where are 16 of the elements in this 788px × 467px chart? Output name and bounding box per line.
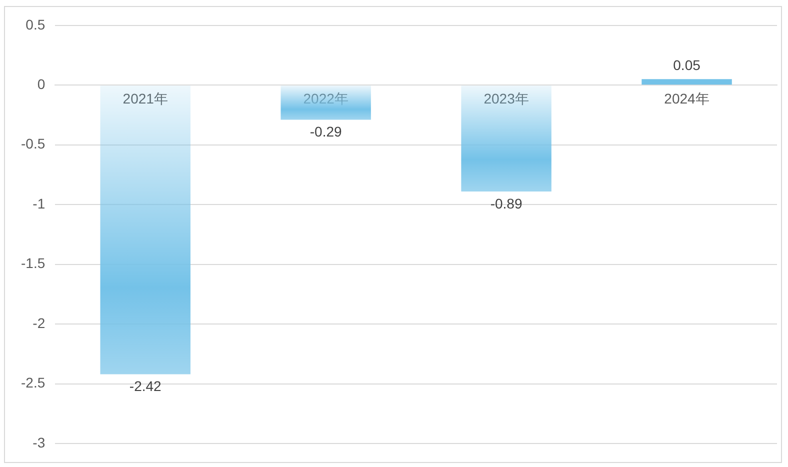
data-label: -0.89 (490, 195, 522, 212)
x-tick-label: 2021年 (122, 90, 168, 106)
y-tick-label: 0 (37, 76, 46, 92)
data-label: 0.05 (673, 57, 701, 74)
y-tick-label: 0.5 (26, 16, 46, 32)
x-tick-label: 2022年 (303, 90, 348, 106)
y-tick-label: -0.5 (21, 136, 46, 152)
y-tick-label: -3 (32, 434, 46, 450)
x-tick-label: 2024年 (664, 90, 710, 106)
x-tick-label: 2023年 (484, 90, 529, 106)
y-tick-label: -2 (32, 314, 46, 331)
y-tick-label: -1 (32, 195, 46, 212)
y-tick-label: -1.5 (21, 255, 46, 272)
data-label: -2.42 (129, 378, 162, 394)
data-label: -0.29 (310, 124, 342, 140)
y-tick-label: -2.5 (21, 374, 46, 391)
